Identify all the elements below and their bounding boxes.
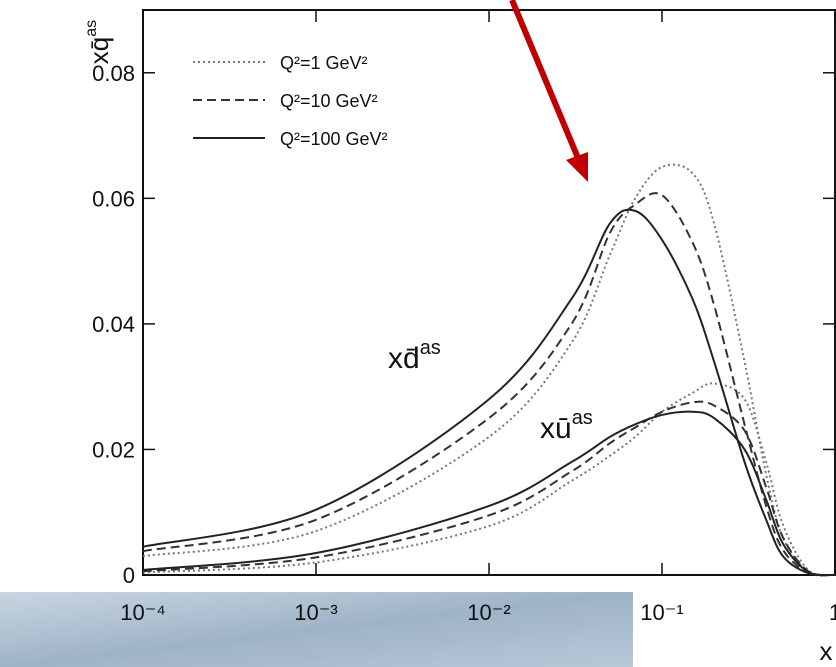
x-axis-label: x bbox=[820, 636, 833, 666]
curve-ubar bbox=[142, 400, 836, 577]
plot-frame bbox=[142, 9, 836, 576]
curve-label-sup: as bbox=[420, 337, 441, 359]
legend-label: Q²=1 GeV² bbox=[280, 53, 368, 73]
x-tick-label: 1 bbox=[829, 600, 836, 625]
curve-ubar bbox=[142, 410, 836, 577]
curve-dbar bbox=[142, 192, 836, 577]
y-axis-label: xq̄as bbox=[83, 20, 114, 64]
background-photo bbox=[0, 592, 633, 667]
red-arrow bbox=[509, 0, 588, 182]
curve-label-base: xū bbox=[540, 412, 572, 445]
curve-label: xūas bbox=[540, 407, 593, 445]
legend-label: Q²=100 GeV² bbox=[280, 129, 388, 149]
legend-label: Q²=10 GeV² bbox=[280, 91, 378, 111]
x-tick-label: 10⁻² bbox=[467, 600, 510, 625]
curve-label: xd̄as bbox=[388, 337, 441, 375]
y-label-base: xq̄ bbox=[84, 37, 114, 64]
arrow-head bbox=[566, 152, 588, 182]
x-tick-label: 10⁻⁴ bbox=[120, 600, 166, 625]
y-tick-label: 0.08 bbox=[92, 61, 135, 86]
y-tick-label: 0.04 bbox=[92, 312, 135, 337]
curve-dbar bbox=[142, 208, 836, 577]
x-tick-label: 10⁻¹ bbox=[640, 600, 683, 625]
y-tick-label: 0.06 bbox=[92, 186, 135, 211]
curve-label-base: xd̄ bbox=[388, 342, 420, 375]
curve-label-sup: as bbox=[572, 407, 593, 429]
curve-ubar bbox=[142, 382, 836, 577]
x-tick-label: 10⁻³ bbox=[294, 600, 337, 625]
y-label-sup: as bbox=[83, 20, 100, 37]
y-tick-label: 0.02 bbox=[92, 437, 135, 462]
y-tick-label: 0 bbox=[123, 563, 135, 588]
arrow-shaft bbox=[509, 0, 581, 160]
